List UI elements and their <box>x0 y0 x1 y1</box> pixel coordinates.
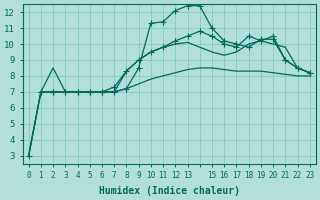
X-axis label: Humidex (Indice chaleur): Humidex (Indice chaleur) <box>99 186 240 196</box>
